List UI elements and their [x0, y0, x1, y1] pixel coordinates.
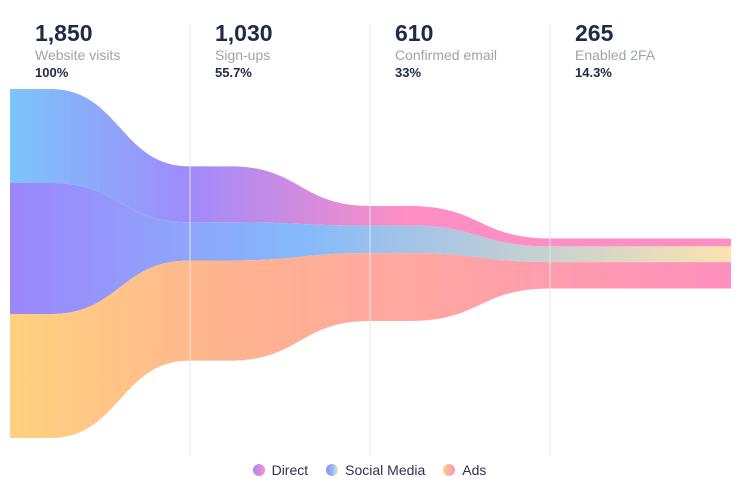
stage-percent: 33%	[395, 65, 422, 80]
stage-header-0: 1,850 Website visits 100%	[35, 20, 120, 82]
stage-label: Confirmed email	[395, 47, 497, 63]
legend-label: Direct	[271, 462, 309, 478]
legend-swatch	[326, 464, 339, 476]
legend-item-social-media[interactable]: Social Media	[326, 462, 425, 478]
legend-label: Social Media	[345, 462, 426, 478]
stage-value: 610	[395, 20, 434, 46]
stage-label: Sign-ups	[215, 47, 271, 63]
stage-value: 265	[575, 20, 614, 46]
stage-percent: 100%	[35, 65, 69, 80]
stage-header-1: 1,030 Sign-ups 55.7%	[215, 20, 273, 82]
legend-item-ads[interactable]: Ads	[443, 462, 486, 478]
stage-header-2: 610 Confirmed email 33%	[395, 20, 497, 82]
legend-label: Ads	[462, 462, 487, 478]
stage-value: 1,850	[35, 20, 93, 46]
legend-item-direct[interactable]: Direct	[252, 462, 309, 478]
stage-percent: 55.7%	[215, 65, 252, 80]
legend: Direct Social Media Ads	[0, 462, 739, 478]
stage-label: Website visits	[35, 47, 121, 63]
legend-swatch	[252, 464, 265, 476]
stage-header-3: 265 Enabled 2FA 14.3%	[575, 20, 655, 82]
legend-swatch	[443, 464, 456, 476]
stage-percent: 14.3%	[575, 65, 612, 80]
stage-label: Enabled 2FA	[575, 47, 656, 63]
stage-value: 1,030	[215, 20, 273, 46]
